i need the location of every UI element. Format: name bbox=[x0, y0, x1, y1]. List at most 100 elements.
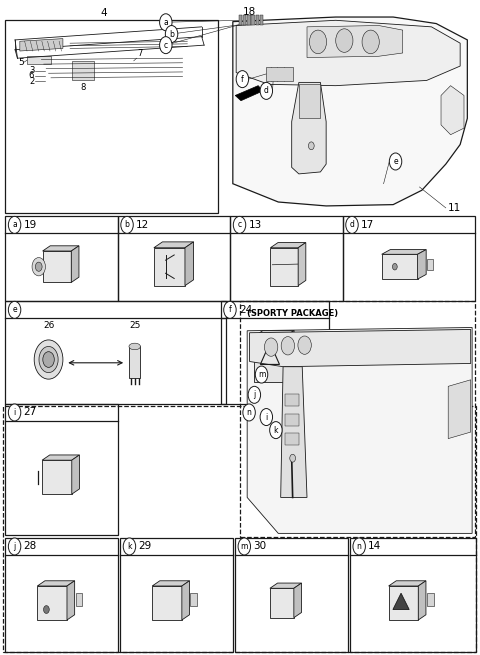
Polygon shape bbox=[292, 83, 326, 174]
Text: 12: 12 bbox=[136, 220, 149, 230]
Circle shape bbox=[270, 422, 282, 439]
Ellipse shape bbox=[129, 343, 141, 350]
Bar bbox=[72, 61, 94, 81]
Circle shape bbox=[34, 340, 63, 379]
Polygon shape bbox=[294, 583, 301, 618]
Polygon shape bbox=[382, 250, 426, 254]
Text: 27: 27 bbox=[24, 407, 37, 417]
Text: a: a bbox=[12, 220, 17, 229]
Text: 29: 29 bbox=[139, 542, 152, 552]
Polygon shape bbox=[129, 346, 141, 378]
Circle shape bbox=[8, 216, 21, 233]
Text: 28: 28 bbox=[24, 542, 37, 552]
Polygon shape bbox=[42, 460, 72, 494]
Bar bbox=[5, 538, 118, 652]
Polygon shape bbox=[307, 26, 403, 58]
Polygon shape bbox=[270, 242, 306, 248]
Polygon shape bbox=[20, 39, 63, 51]
Circle shape bbox=[243, 404, 255, 421]
Polygon shape bbox=[393, 593, 409, 610]
Polygon shape bbox=[154, 242, 193, 248]
Bar bbox=[235, 538, 348, 652]
Circle shape bbox=[233, 216, 246, 233]
Polygon shape bbox=[254, 336, 286, 382]
Polygon shape bbox=[270, 588, 294, 618]
Bar bbox=[230, 216, 343, 301]
Circle shape bbox=[238, 538, 251, 555]
Polygon shape bbox=[286, 330, 294, 382]
Circle shape bbox=[298, 336, 312, 354]
Circle shape bbox=[336, 29, 353, 52]
Bar bbox=[118, 216, 230, 301]
Text: m: m bbox=[258, 370, 265, 379]
Circle shape bbox=[8, 404, 21, 421]
Text: d: d bbox=[264, 86, 269, 96]
Polygon shape bbox=[281, 367, 307, 497]
Text: b: b bbox=[125, 220, 130, 229]
Text: 13: 13 bbox=[249, 220, 262, 230]
Circle shape bbox=[362, 30, 379, 54]
Text: 30: 30 bbox=[253, 542, 266, 552]
Text: i: i bbox=[265, 413, 267, 422]
Bar bbox=[5, 404, 118, 534]
Circle shape bbox=[159, 14, 172, 31]
Polygon shape bbox=[37, 586, 67, 620]
Circle shape bbox=[224, 301, 236, 318]
Bar bbox=[5, 20, 218, 213]
Bar bbox=[350, 538, 476, 652]
Bar bbox=[240, 301, 475, 536]
Polygon shape bbox=[448, 380, 471, 439]
Polygon shape bbox=[72, 246, 79, 282]
Text: n: n bbox=[357, 542, 361, 551]
Circle shape bbox=[389, 153, 402, 170]
Polygon shape bbox=[270, 248, 298, 286]
Polygon shape bbox=[182, 581, 190, 620]
Text: 7: 7 bbox=[137, 48, 143, 58]
Bar bbox=[27, 56, 51, 64]
Bar bbox=[427, 593, 433, 606]
Circle shape bbox=[260, 83, 273, 100]
Text: 5: 5 bbox=[18, 58, 24, 67]
Circle shape bbox=[255, 366, 268, 383]
Circle shape bbox=[43, 352, 54, 367]
Text: 4: 4 bbox=[100, 8, 107, 18]
Bar bbox=[285, 434, 299, 445]
Polygon shape bbox=[236, 20, 460, 86]
Text: 14: 14 bbox=[368, 542, 382, 552]
Polygon shape bbox=[299, 84, 321, 119]
Circle shape bbox=[290, 455, 296, 462]
Circle shape bbox=[36, 262, 42, 271]
Text: 18: 18 bbox=[243, 7, 256, 17]
Circle shape bbox=[353, 538, 365, 555]
Bar bbox=[5, 301, 226, 404]
Text: 2: 2 bbox=[29, 77, 34, 86]
Circle shape bbox=[123, 538, 136, 555]
Text: b: b bbox=[169, 29, 174, 39]
Polygon shape bbox=[235, 86, 263, 101]
Circle shape bbox=[159, 37, 172, 54]
Polygon shape bbox=[43, 251, 72, 282]
Text: 3: 3 bbox=[29, 66, 34, 75]
Circle shape bbox=[248, 386, 261, 403]
Polygon shape bbox=[441, 86, 464, 135]
Text: j: j bbox=[253, 390, 255, 400]
Circle shape bbox=[165, 26, 178, 43]
Text: 24: 24 bbox=[239, 305, 252, 315]
Circle shape bbox=[32, 257, 46, 276]
Text: d: d bbox=[349, 220, 354, 229]
Polygon shape bbox=[418, 581, 426, 620]
Bar bbox=[120, 538, 233, 652]
Circle shape bbox=[260, 409, 273, 426]
Polygon shape bbox=[389, 586, 418, 620]
Text: f: f bbox=[228, 305, 231, 314]
Polygon shape bbox=[154, 248, 185, 286]
Text: (SPORTY PACKAGE): (SPORTY PACKAGE) bbox=[247, 309, 338, 318]
Circle shape bbox=[39, 346, 58, 373]
Bar bbox=[252, 15, 255, 25]
Bar bbox=[427, 259, 433, 270]
Circle shape bbox=[309, 142, 314, 150]
Polygon shape bbox=[43, 246, 79, 251]
Polygon shape bbox=[247, 328, 472, 533]
Bar bbox=[75, 593, 82, 606]
Polygon shape bbox=[254, 330, 294, 336]
